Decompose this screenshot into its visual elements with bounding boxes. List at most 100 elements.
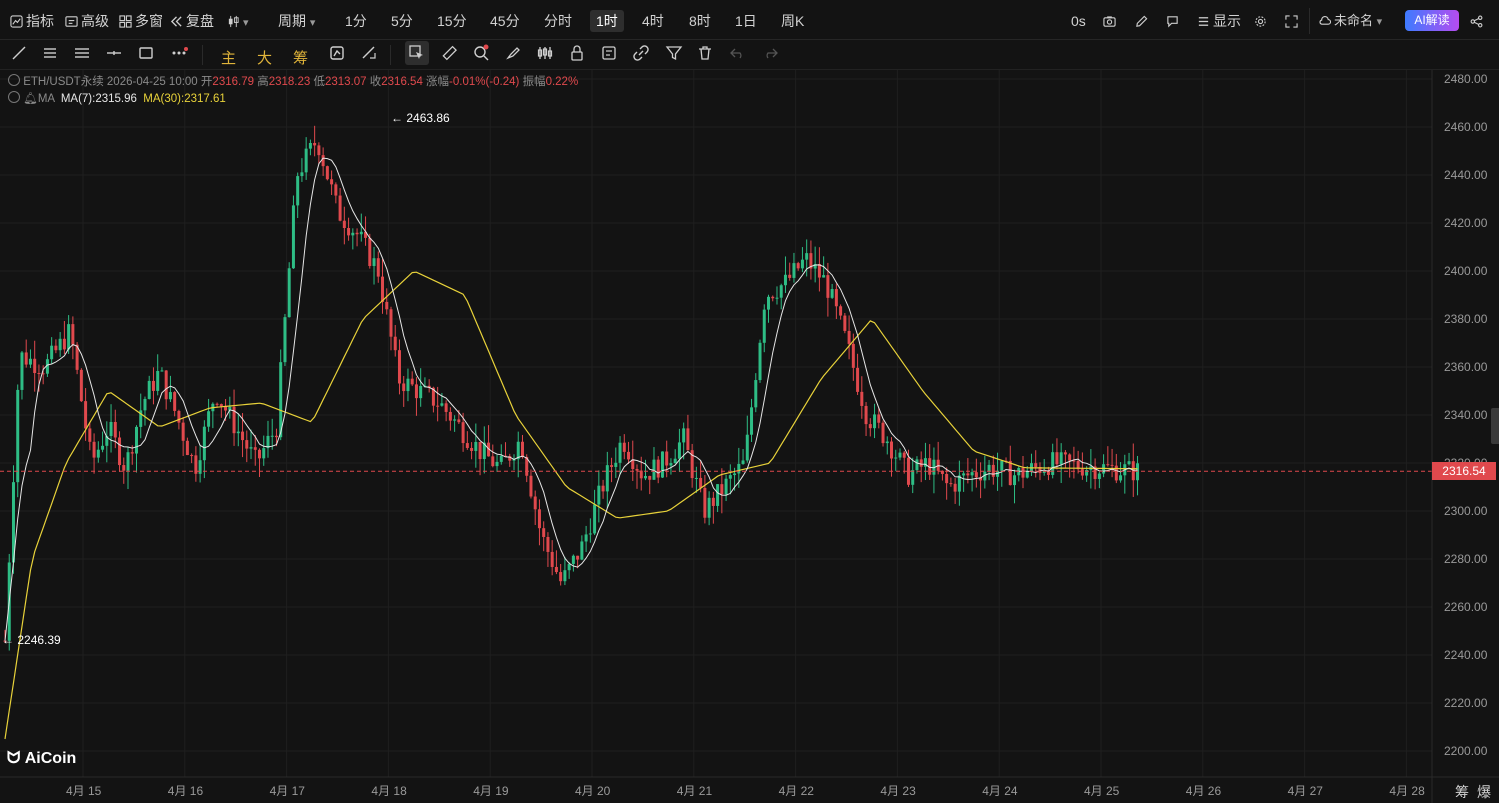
time-tick-label: 4月 28 xyxy=(1389,784,1425,798)
candle-body xyxy=(677,442,681,459)
alert-icon[interactable]: 🔔︎ xyxy=(23,93,38,105)
candle-body xyxy=(834,289,838,307)
trend-line-tool[interactable] xyxy=(10,44,28,62)
more-tools[interactable] xyxy=(170,44,188,62)
candle-body xyxy=(45,359,49,374)
candle-body xyxy=(652,459,656,480)
collapse-icon[interactable] xyxy=(8,74,20,86)
chips-panel-button[interactable]: 筹 xyxy=(1455,784,1469,800)
comment-button[interactable] xyxy=(1166,12,1182,30)
interval-5m[interactable]: 5分 xyxy=(391,13,413,29)
candle-body xyxy=(987,464,991,472)
candle-body xyxy=(487,442,491,457)
multi-window-button[interactable]: 多窗 xyxy=(119,12,163,30)
draw-button[interactable] xyxy=(1135,12,1151,30)
interval-1w[interactable]: 周K xyxy=(781,13,805,29)
interval-1m[interactable]: 1分 xyxy=(345,13,367,29)
candle-body xyxy=(554,566,558,573)
time-tick-label: 4月 18 xyxy=(371,784,407,798)
redo-button[interactable] xyxy=(761,44,779,62)
pattern-tool[interactable] xyxy=(536,44,554,62)
logo-icon: ᗢ xyxy=(7,750,21,767)
trend-line-icon xyxy=(12,46,26,60)
liquidation-panel-button[interactable]: 爆 xyxy=(1477,784,1491,800)
rectangle-tool[interactable] xyxy=(137,44,155,62)
candle-body xyxy=(143,398,147,411)
main-chart-toggle[interactable]: 主 xyxy=(221,50,237,67)
layout-dropdown[interactable]: 未命名 ▾ xyxy=(1318,12,1382,30)
candle-body xyxy=(767,296,770,310)
parallel-lines-tool[interactable] xyxy=(41,44,59,62)
interval-1h[interactable]: 1时 xyxy=(590,10,624,32)
delete-tool[interactable] xyxy=(696,44,714,62)
candle-body xyxy=(813,264,817,269)
big-orders-toggle[interactable]: 大 xyxy=(257,50,273,67)
lock-tool[interactable] xyxy=(568,44,586,62)
auto-draw-tool[interactable] xyxy=(328,44,346,62)
fullscreen-button[interactable] xyxy=(1285,12,1301,30)
candle-body xyxy=(809,253,813,269)
interval-15m[interactable]: 15分 xyxy=(437,13,467,29)
advanced-button[interactable]: 高级 xyxy=(65,12,109,30)
interval-4h[interactable]: 4时 xyxy=(642,13,664,29)
collapse-icon[interactable] xyxy=(8,91,20,103)
candle-body xyxy=(690,450,694,479)
candle-body xyxy=(1080,469,1084,476)
price-chart[interactable] xyxy=(0,70,1499,803)
measure-tool[interactable] xyxy=(360,44,378,62)
chart-type-button[interactable]: ▾ xyxy=(227,12,249,30)
open-label: 开 xyxy=(200,76,213,88)
high-marker: ← 2463.86 xyxy=(391,111,450,125)
replay-button[interactable]: 复盘 xyxy=(170,12,214,30)
indicator-button[interactable]: 指标 xyxy=(10,12,54,30)
interval-45m[interactable]: 45分 xyxy=(490,13,520,29)
display-button[interactable]: 显示 xyxy=(1197,12,1241,30)
share-button[interactable] xyxy=(1470,12,1486,30)
candle-body xyxy=(181,422,185,441)
interval-1d[interactable]: 1日 xyxy=(735,13,757,29)
magnet-tool[interactable] xyxy=(504,44,522,62)
candle-body xyxy=(737,463,741,474)
candle-body xyxy=(839,306,843,316)
interval-timeline[interactable]: 分时 xyxy=(544,13,572,29)
change-value: -0.01%(-0.24) xyxy=(449,76,520,88)
candle-body xyxy=(805,253,809,260)
auto-draw-icon xyxy=(330,46,344,60)
candle-body xyxy=(457,419,461,423)
candle-body xyxy=(499,455,503,462)
candle-body xyxy=(873,414,877,429)
rectangle-icon xyxy=(139,47,153,59)
candle-body xyxy=(1013,475,1017,486)
chevron-down-icon: ▾ xyxy=(309,17,316,29)
candle-body xyxy=(890,441,894,459)
candle-body xyxy=(567,563,571,571)
channel-tool[interactable] xyxy=(73,44,91,62)
side-panel-handle[interactable] xyxy=(1491,408,1499,444)
settings-button[interactable] xyxy=(1254,12,1270,30)
candle-body xyxy=(219,404,223,407)
horizontal-line-tool[interactable] xyxy=(105,44,123,62)
candle-body xyxy=(902,452,906,458)
chips-toggle[interactable]: 筹 xyxy=(293,50,309,67)
filter-tool[interactable] xyxy=(665,44,683,62)
interval-8h[interactable]: 8时 xyxy=(689,13,711,29)
ma7-line xyxy=(4,157,1138,641)
candle-body xyxy=(610,465,614,467)
candle-body xyxy=(750,407,754,435)
ruler-tool[interactable] xyxy=(440,44,458,62)
candle-body xyxy=(643,475,647,479)
template-tool[interactable] xyxy=(600,44,618,62)
period-dropdown[interactable]: 周期 ▾ xyxy=(278,12,315,30)
zoom-tool[interactable] xyxy=(472,44,490,62)
ai-interpret-button[interactable]: AI解读 xyxy=(1405,10,1459,31)
candle-body xyxy=(631,459,635,469)
undo-button[interactable] xyxy=(729,44,747,62)
candle-body xyxy=(843,315,847,331)
select-tool[interactable] xyxy=(405,41,429,65)
link-tool[interactable] xyxy=(632,44,650,62)
candle-body xyxy=(711,497,715,506)
high-marker-value: 2463.86 xyxy=(406,111,450,125)
candle-body xyxy=(559,572,563,582)
candle-body xyxy=(118,437,122,466)
camera-button[interactable] xyxy=(1103,12,1119,30)
